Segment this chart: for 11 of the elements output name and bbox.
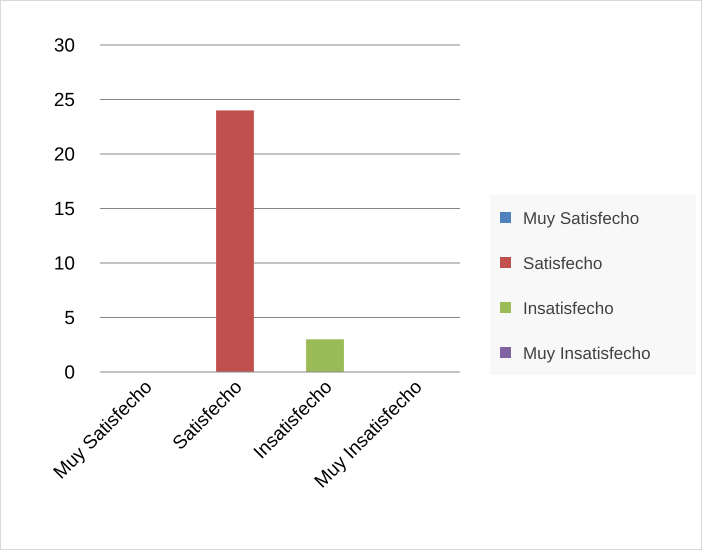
legend-label: Muy Insatisfecho bbox=[523, 344, 651, 363]
y-tick-label: 15 bbox=[54, 199, 75, 220]
legend-label: Muy Satisfecho bbox=[523, 209, 640, 228]
y-tick-label: 0 bbox=[64, 362, 75, 384]
y-tick-label: 25 bbox=[54, 90, 75, 112]
y-tick-label: 30 bbox=[54, 36, 75, 57]
legend-label: Insatisfecho bbox=[523, 299, 614, 318]
y-tick-label: 10 bbox=[54, 254, 75, 275]
y-tick-label: 5 bbox=[64, 308, 75, 330]
y-tick-label: 20 bbox=[54, 144, 75, 166]
legend-label: Satisfecho bbox=[523, 254, 602, 273]
